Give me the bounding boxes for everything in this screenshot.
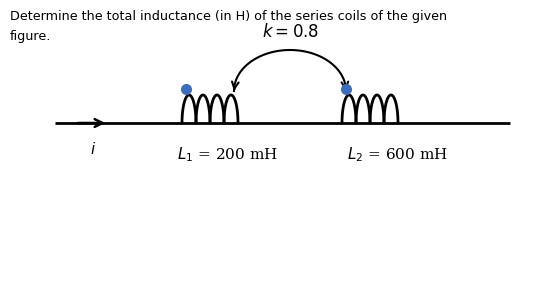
Text: Determine the total inductance (in H) of the series coils of the given: Determine the total inductance (in H) of… — [10, 10, 447, 23]
Text: $k = 0.8$: $k = 0.8$ — [261, 23, 318, 41]
Text: $L_1$ = 200 mH: $L_1$ = 200 mH — [177, 145, 278, 164]
Text: $L_2$ = 600 mH: $L_2$ = 600 mH — [347, 145, 449, 164]
Text: figure.: figure. — [10, 30, 51, 43]
Text: $i$: $i$ — [90, 141, 96, 157]
